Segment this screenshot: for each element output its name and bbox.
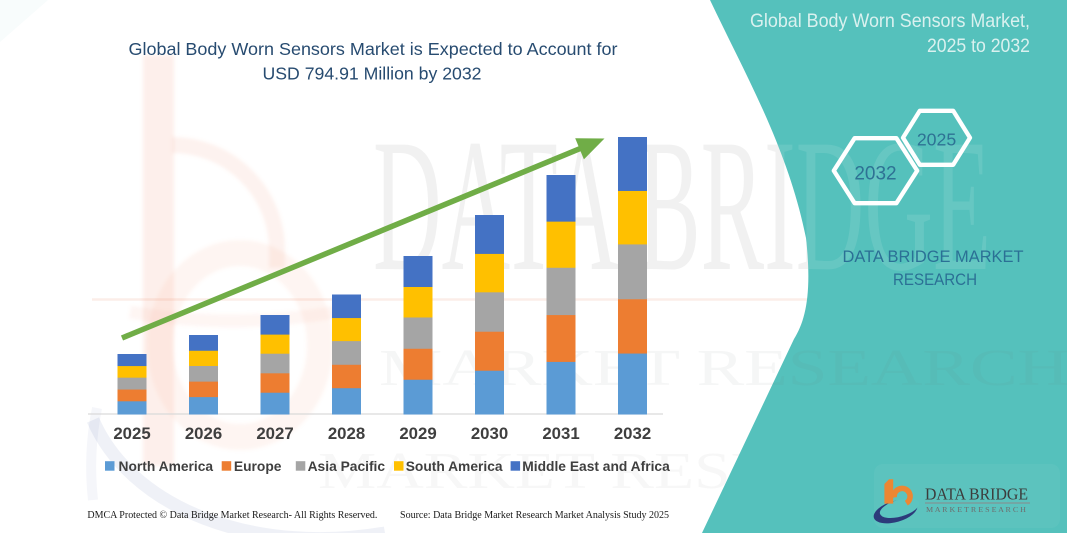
svg-text:Asia Pacific: Asia Pacific [308,459,386,474]
svg-text:DATA BRIDGE: DATA BRIDGE [925,485,1028,504]
svg-text:USD 794.91 Million by 2032: USD 794.91 Million by 2032 [263,64,482,84]
svg-text:Global Body Worn Sensors Marke: Global Body Worn Sensors Market, [750,11,1030,32]
svg-text:Source: Data Bridge Market Res: Source: Data Bridge Market Research Mark… [400,510,669,521]
svg-text:2025: 2025 [113,424,150,443]
svg-text:Global Body Worn Sensors Marke: Global Body Worn Sensors Market is Expec… [129,39,618,59]
svg-text:2027: 2027 [256,424,293,443]
svg-text:2032: 2032 [614,424,651,443]
svg-text:South America: South America [406,459,503,474]
svg-text:North America: North America [119,459,214,474]
svg-text:Europe: Europe [234,459,282,474]
svg-text:2028: 2028 [328,424,365,443]
svg-text:M A R K E T R E S E A R C H: M A R K E T R E S E A R C H [926,506,1026,514]
svg-text:2029: 2029 [399,424,436,443]
svg-text:2026: 2026 [185,424,222,443]
svg-text:RESEARCH: RESEARCH [893,270,977,289]
svg-text:2032: 2032 [854,164,896,185]
svg-text:2030: 2030 [471,424,508,443]
svg-text:2025: 2025 [917,130,957,150]
svg-text:DATA BRIDGE MARKET: DATA BRIDGE MARKET [843,247,1024,266]
svg-text:2031: 2031 [542,424,579,443]
svg-text:DMCA Protected © Data Bridge M: DMCA Protected © Data Bridge Market Rese… [87,510,377,521]
svg-text:2025 to 2032: 2025 to 2032 [927,36,1030,57]
svg-text:Middle East and Africa: Middle East and Africa [522,459,670,474]
